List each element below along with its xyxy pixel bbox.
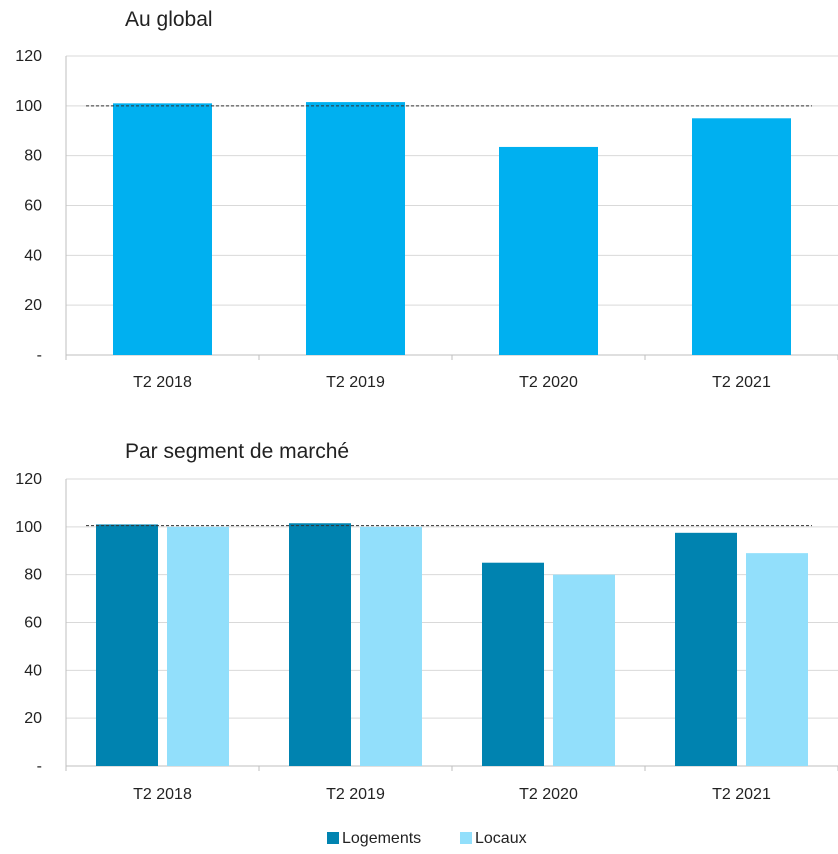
x-tick-label: T2 2018: [133, 786, 192, 803]
x-tick-label: T2 2021: [712, 374, 771, 391]
x-tick-label: T2 2019: [326, 786, 385, 803]
y-tick-label: -: [37, 758, 42, 775]
y-tick-label: 60: [24, 198, 42, 215]
chart-par-segment: Par segment de marché - 20 40 60 80 100 120 T2 2…: [15, 440, 838, 847]
chart-title: Au global: [125, 8, 213, 31]
x-tick-label: T2 2018: [133, 374, 192, 391]
legend-label-logements: Logements: [342, 830, 421, 847]
bar-locaux-t2-2018: [167, 526, 229, 766]
y-tick-label: -: [37, 347, 42, 364]
y-tick-label: 40: [24, 247, 42, 264]
y-tick-label: 20: [24, 297, 42, 314]
x-tick-label: T2 2021: [712, 786, 771, 803]
bar-locaux-t2-2020: [553, 574, 615, 766]
chart-au-global: Au global - 20 40 60 80 100 120 T2 2018 T2 2019 T2…: [15, 8, 838, 391]
y-tick-label: 60: [24, 615, 42, 632]
bar-value-t2-2019: [306, 102, 405, 356]
bar-value-t2-2021: [692, 118, 791, 356]
legend-swatch-logements: [327, 832, 339, 844]
bar-logements-t2-2019: [289, 523, 351, 766]
bar-logements-t2-2018: [96, 524, 158, 766]
legend: Logements Locaux: [327, 830, 527, 847]
bar-value-t2-2020: [499, 146, 598, 355]
chart-title: Par segment de marché: [125, 440, 349, 463]
x-tick-label: T2 2020: [519, 374, 578, 391]
y-tick-label: 80: [24, 148, 42, 165]
x-tick-label: T2 2019: [326, 374, 385, 391]
bar-logements-t2-2020: [482, 562, 544, 766]
y-tick-label: 120: [15, 48, 42, 65]
bar-value-t2-2018: [113, 103, 212, 355]
y-tick-label: 40: [24, 662, 42, 679]
x-tick-label: T2 2020: [519, 786, 578, 803]
y-tick-label: 120: [15, 471, 42, 488]
legend-swatch-locaux: [460, 832, 472, 844]
bar-logements-t2-2021: [675, 532, 737, 766]
y-tick-label: 80: [24, 567, 42, 584]
y-tick-label: 20: [24, 710, 42, 727]
bar-locaux-t2-2021: [746, 553, 808, 766]
y-tick-label: 100: [15, 519, 42, 536]
y-tick-label: 100: [15, 98, 42, 115]
legend-label-locaux: Locaux: [475, 830, 527, 847]
bar-locaux-t2-2019: [360, 526, 422, 766]
